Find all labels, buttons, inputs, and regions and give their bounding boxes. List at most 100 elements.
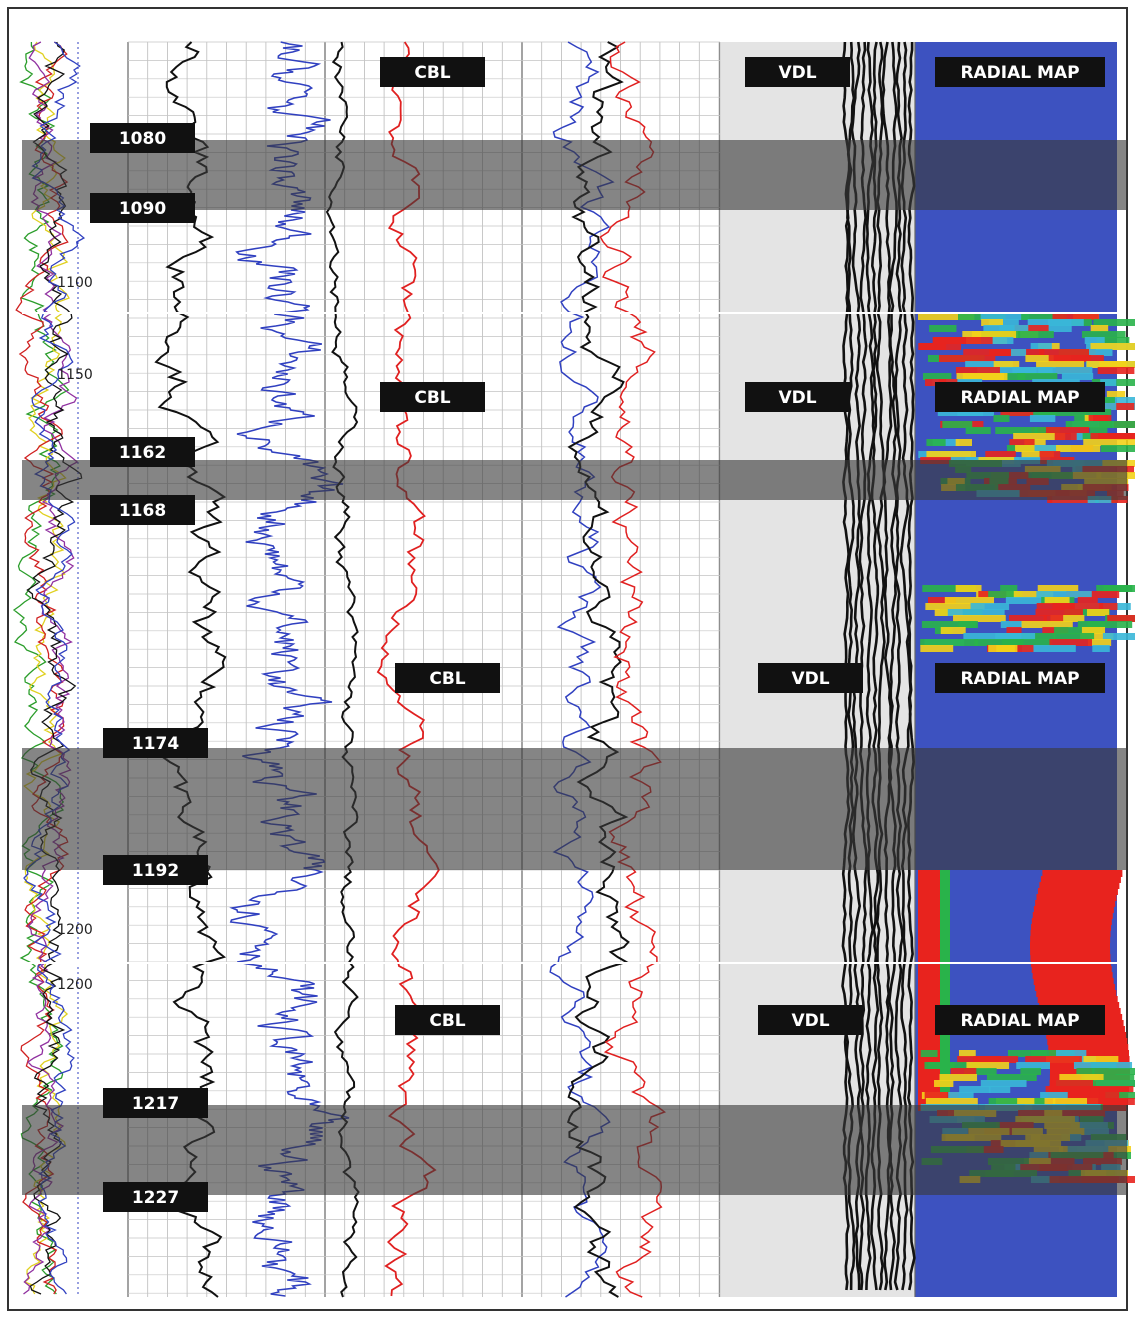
radial-red <box>918 1032 940 1039</box>
radial-green <box>940 954 950 961</box>
vdl-label: VDL <box>791 1011 829 1031</box>
radial-blob <box>926 439 946 446</box>
radial-blob <box>980 337 1014 344</box>
radial-red <box>918 888 940 895</box>
radial-blob <box>1016 331 1054 338</box>
radial-green <box>940 996 950 1003</box>
radial-red <box>918 1074 940 1081</box>
radial-blob <box>1102 633 1135 640</box>
radial-blob <box>937 409 994 416</box>
zone-band <box>22 1105 1127 1195</box>
radial-blob <box>985 451 1016 458</box>
amp-curve <box>566 41 630 1298</box>
radial-blob <box>959 1086 991 1093</box>
radial-blob <box>1057 1086 1091 1093</box>
radial-blob <box>1005 597 1059 604</box>
radial-green <box>940 1050 950 1057</box>
radial-blob <box>1081 1074 1135 1081</box>
radial-label-box <box>935 663 1105 693</box>
radial-green <box>940 1044 950 1051</box>
radial-red <box>1030 930 1111 937</box>
radial-blob <box>927 1062 955 1069</box>
cbl-label-box <box>380 382 485 412</box>
radial-blob <box>1038 409 1086 416</box>
radial-blob <box>974 639 1024 646</box>
radial-blob <box>1100 379 1117 386</box>
radial-blob <box>1066 591 1120 598</box>
radial-blob <box>942 421 973 428</box>
radial-blob <box>1043 615 1064 622</box>
radial-blob <box>1086 361 1127 368</box>
radial-blob <box>926 451 977 458</box>
radial-blob <box>1029 415 1056 422</box>
radial-red <box>918 972 940 979</box>
radial-red <box>918 1002 940 1009</box>
radial-blob <box>947 609 1005 616</box>
zone-bottom-label-box <box>90 193 195 223</box>
radial-green <box>940 948 950 955</box>
depth-label: 1150 <box>57 367 93 383</box>
radial-green <box>940 1032 950 1039</box>
radial-blob <box>928 597 956 604</box>
track1-curve <box>23 41 70 1295</box>
radial-blob <box>1010 349 1027 356</box>
radial-green <box>940 876 950 883</box>
zone-top-label-box <box>90 437 195 467</box>
vdl-label-box <box>758 663 863 693</box>
radial-blob <box>1030 343 1052 350</box>
radial-red <box>918 948 940 955</box>
radial-green <box>940 942 950 949</box>
radial-blob <box>932 337 993 344</box>
radial-label: RADIAL MAP <box>960 669 1079 689</box>
radial-blob <box>1099 421 1135 428</box>
radial-blob <box>962 331 1019 338</box>
radial-blob <box>1012 367 1053 374</box>
radial-blob <box>1024 439 1046 446</box>
vdl-label-box <box>745 57 850 87</box>
radial-blob <box>1035 609 1083 616</box>
gamma-curve <box>154 41 227 1298</box>
radial-blob <box>953 615 1006 622</box>
radial-red <box>918 1014 940 1021</box>
radial-blob <box>973 1056 1019 1063</box>
radial-blob <box>1106 391 1126 398</box>
radial-blob <box>1090 343 1135 350</box>
radial-blob <box>966 1062 1010 1069</box>
radial-blob <box>1001 639 1052 646</box>
radial-blob <box>1048 355 1104 362</box>
radial-red <box>1030 948 1111 955</box>
radial-blob <box>1090 427 1108 434</box>
radial-blob <box>1056 445 1101 452</box>
radial-red <box>1048 1050 1129 1057</box>
zone-top-label-box <box>90 123 195 153</box>
radial-blob <box>988 1098 1045 1105</box>
radial-red <box>918 1044 940 1051</box>
radial-red <box>1031 966 1112 973</box>
radial-blob <box>988 1086 1011 1093</box>
radial-blob <box>970 603 1010 610</box>
vdl-wave <box>887 41 898 1291</box>
radial-red <box>1031 918 1112 925</box>
radial-green <box>940 1056 950 1063</box>
radial-blob <box>1027 319 1084 326</box>
radial-blob <box>1098 433 1135 440</box>
radial-blob <box>1021 313 1067 320</box>
radial-blob <box>963 633 1022 640</box>
radial-blob <box>1017 1098 1035 1105</box>
radial-blob <box>1002 373 1026 380</box>
radial-blob <box>1044 597 1070 604</box>
radial-blob <box>1037 427 1090 434</box>
vdl-wave <box>906 42 916 1291</box>
radial-blob <box>1100 445 1135 452</box>
radial-green <box>940 1068 950 1075</box>
radial-red <box>918 984 940 991</box>
radial-blob <box>1020 1068 1042 1075</box>
radial-blob <box>1080 633 1114 640</box>
radial-green <box>940 918 950 925</box>
radial-blob <box>1016 1062 1050 1069</box>
radial-blob <box>1096 337 1130 344</box>
vdl-label: VDL <box>791 669 829 689</box>
radial-red <box>1039 882 1120 889</box>
radial-red <box>918 870 940 877</box>
radial-blob <box>1073 1062 1133 1069</box>
